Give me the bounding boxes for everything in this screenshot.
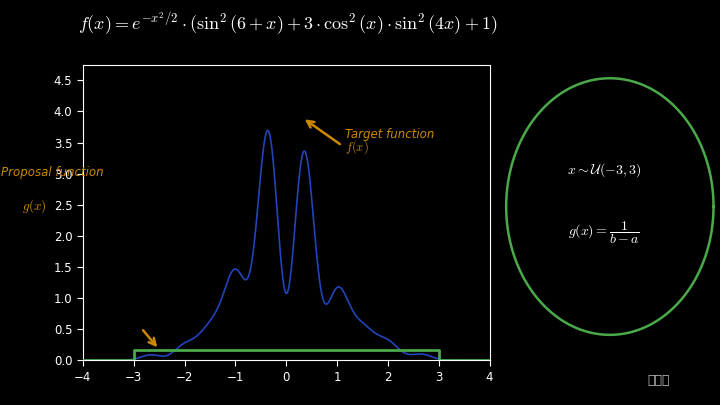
Text: Target function: Target function — [345, 128, 434, 141]
Text: $g(x)$: $g(x)$ — [22, 198, 46, 215]
Text: $x \sim \mathcal{U}(-3,3)$: $x \sim \mathcal{U}(-3,3)$ — [567, 161, 642, 179]
Text: $f(x)$: $f(x)$ — [345, 139, 369, 156]
Text: $g(x) = \dfrac{1}{b-a}$: $g(x) = \dfrac{1}{b-a}$ — [568, 220, 640, 246]
Text: $f(x) = e^{-x^2/2} \cdot (\sin^2(6+x) + 3 \cdot \cos^2(x) \cdot \sin^2(4x) + 1)$: $f(x) = e^{-x^2/2} \cdot (\sin^2(6+x) + … — [78, 10, 498, 37]
Text: Proposal function: Proposal function — [1, 166, 104, 179]
Text: 新智元: 新智元 — [647, 374, 670, 387]
